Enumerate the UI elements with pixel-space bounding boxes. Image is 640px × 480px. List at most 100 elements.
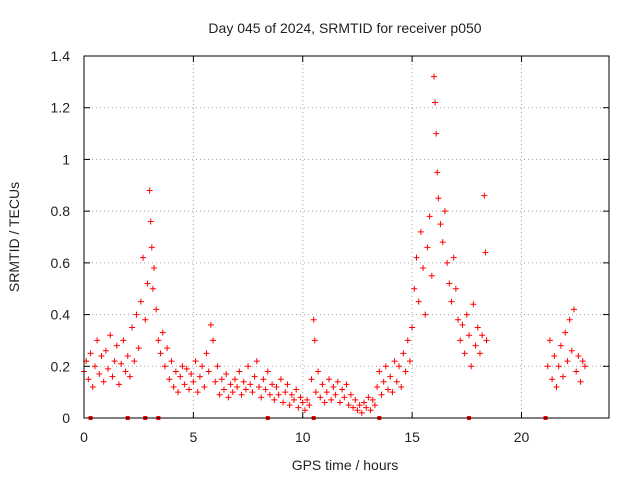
data-point — [365, 394, 372, 401]
data-point — [352, 396, 359, 403]
data-points — [81, 73, 588, 420]
data-point — [172, 368, 179, 375]
data-point — [463, 311, 470, 318]
data-point — [164, 345, 171, 352]
data-point — [102, 347, 109, 354]
data-point — [434, 169, 441, 176]
data-point — [341, 394, 348, 401]
data-point — [140, 254, 147, 261]
data-point — [409, 324, 416, 331]
data-point — [181, 381, 188, 388]
data-point — [210, 337, 217, 344]
data-point — [448, 298, 455, 305]
data-point — [382, 363, 389, 370]
data-point — [91, 363, 98, 370]
data-point — [336, 399, 343, 406]
x-tick-label: 20 — [514, 429, 530, 445]
data-point — [107, 332, 114, 339]
data-point — [347, 391, 354, 398]
y-tick-label: 0.4 — [51, 307, 71, 323]
data-point — [124, 352, 131, 359]
data-point — [229, 389, 236, 396]
data-point — [282, 389, 289, 396]
y-tick-label: 0.8 — [51, 203, 71, 219]
data-point — [455, 316, 462, 323]
data-point — [328, 396, 335, 403]
data-point — [406, 358, 413, 365]
data-point — [280, 399, 287, 406]
data-point — [194, 389, 201, 396]
data-point — [264, 368, 271, 375]
data-point — [147, 218, 154, 225]
data-point — [363, 404, 370, 411]
data-point — [157, 350, 164, 357]
data-point — [358, 409, 365, 416]
data-point — [231, 376, 238, 383]
x-tick-label: 5 — [189, 429, 197, 445]
data-point — [214, 363, 221, 370]
data-point — [196, 373, 203, 380]
data-point — [308, 376, 315, 383]
data-point — [345, 402, 352, 409]
data-point — [116, 381, 122, 388]
data-point — [350, 404, 357, 411]
data-point — [332, 391, 339, 398]
data-point — [481, 192, 488, 199]
data-point — [166, 376, 173, 383]
data-point — [113, 342, 120, 349]
data-point — [371, 402, 378, 409]
data-point — [312, 389, 319, 396]
data-point — [422, 311, 429, 318]
data-point — [304, 396, 311, 403]
data-point — [387, 373, 394, 380]
data-point — [100, 378, 107, 385]
data-point — [288, 391, 295, 398]
data-point — [310, 316, 317, 323]
data-point — [245, 363, 252, 370]
chart-title: Day 045 of 2024, SRMTID for receiver p05… — [208, 20, 481, 36]
data-point — [439, 239, 446, 246]
axis-ticks: 0 5 10 15 20 0 0.2 0.4 0.6 0.8 1 1.2 1.4 — [51, 48, 609, 445]
data-point — [155, 337, 162, 344]
data-point — [277, 376, 284, 383]
data-point — [551, 352, 558, 359]
data-point — [380, 378, 387, 385]
data-point — [398, 383, 405, 390]
data-point — [221, 386, 227, 393]
data-point — [234, 383, 241, 390]
data-point — [188, 371, 195, 378]
data-point — [367, 407, 374, 414]
data-point — [247, 381, 254, 388]
data-point — [293, 386, 300, 393]
data-point — [170, 383, 177, 390]
data-point — [402, 368, 409, 375]
data-point — [266, 391, 273, 398]
data-point — [317, 394, 324, 401]
data-point — [573, 368, 580, 375]
data-point — [560, 373, 567, 380]
y-tick-label: 0.2 — [51, 358, 71, 374]
data-point — [89, 383, 96, 390]
data-point — [216, 391, 223, 398]
x-tick-label: 15 — [404, 429, 420, 445]
data-point — [323, 389, 330, 396]
data-point — [284, 381, 291, 388]
data-point — [566, 316, 573, 323]
data-point — [396, 363, 402, 370]
y-tick-label: 1 — [62, 151, 70, 167]
data-point — [201, 383, 208, 390]
x-axis-label: GPS time / hours — [292, 457, 399, 473]
data-point — [218, 376, 225, 383]
data-point — [431, 73, 437, 80]
data-point — [120, 337, 127, 344]
data-point — [269, 381, 276, 388]
data-point — [450, 254, 457, 261]
data-point — [474, 324, 481, 331]
data-point — [253, 358, 260, 365]
data-point — [297, 394, 304, 401]
data-point — [378, 391, 385, 398]
data-point — [161, 363, 168, 370]
data-point — [212, 378, 219, 385]
data-point — [111, 358, 118, 365]
data-point — [256, 383, 262, 390]
